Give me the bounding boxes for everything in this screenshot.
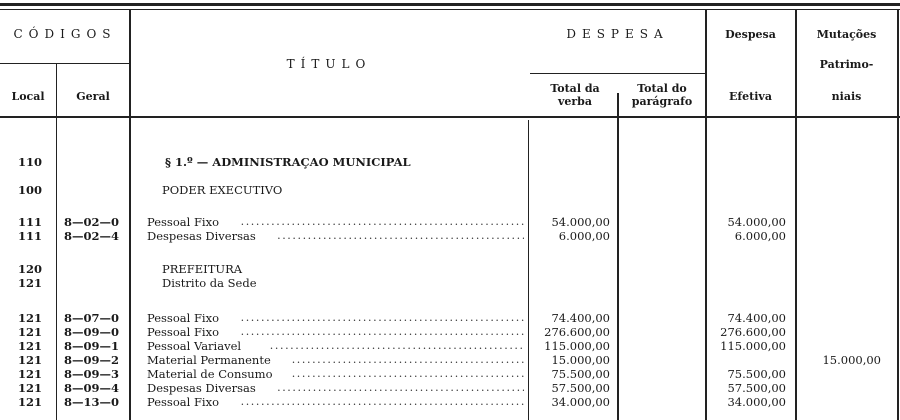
row-titulo: Pessoal Variavel <box>147 339 242 353</box>
row-total-verba: 34.000,00 <box>551 395 610 409</box>
leader-dots: ........................................… <box>240 311 524 324</box>
header-mutacoes-2: Patrimo- <box>819 58 874 71</box>
row-geral: 8—09—1 <box>64 339 120 353</box>
row-local: 120 <box>18 262 43 276</box>
row-geral: 8—13—0 <box>64 395 120 409</box>
leader-dots: ........................................… <box>269 339 524 352</box>
header-titulo: TÍTULO <box>286 57 372 71</box>
row-local: 110 <box>18 155 43 169</box>
codigos-divider <box>0 63 130 64</box>
row-titulo: Distrito da Sede <box>162 276 257 290</box>
col-line-efetiva <box>795 10 797 420</box>
row-geral: 8—09—4 <box>64 381 120 395</box>
row-geral: 8—09—2 <box>64 353 120 367</box>
row-total-verba: 6.000,00 <box>558 229 610 243</box>
row-despesa-efetiva: 74.400,00 <box>727 311 786 325</box>
col-line-verba <box>617 93 619 420</box>
row-despesa-efetiva: 54.000,00 <box>727 215 786 229</box>
row-geral: 8—02—0 <box>64 215 120 229</box>
col-line-titulo <box>528 120 529 420</box>
header-total-verba: Total da verba <box>550 82 600 108</box>
header-mutacoes-1: Mutações <box>816 28 877 41</box>
leader-dots: ........................................… <box>291 367 524 380</box>
col-line-local <box>56 64 57 420</box>
row-total-verba: 115.000,00 <box>544 339 610 353</box>
row-local: 111 <box>18 215 43 229</box>
row-titulo: Pessoal Fixo <box>147 311 220 325</box>
row-titulo: PODER EXECUTIVO <box>162 183 283 197</box>
header-despesa: DESPESA <box>566 27 669 41</box>
header-despesa-efetiva-bottom: Efetiva <box>729 90 772 103</box>
row-total-verba: 74.400,00 <box>551 311 610 325</box>
row-despesa-efetiva: 34.000,00 <box>727 395 786 409</box>
row-total-verba: 15.000,00 <box>551 353 610 367</box>
row-local: 121 <box>18 395 43 409</box>
row-titulo: Pessoal Fixo <box>147 395 220 409</box>
row-titulo: § 1.º — ADMINISTRAÇAO MUNICIPAL <box>165 155 411 169</box>
row-total-verba: 54.000,00 <box>551 215 610 229</box>
leader-dots: ........................................… <box>240 325 524 338</box>
leader-dots: ........................................… <box>277 381 524 394</box>
top-rule-thin <box>0 9 900 10</box>
header-bottom-rule <box>0 116 900 118</box>
row-despesa-efetiva: 6.000,00 <box>734 229 786 243</box>
row-geral: 8—09—3 <box>64 367 120 381</box>
leader-dots: ........................................… <box>277 229 524 242</box>
leader-dots: ........................................… <box>240 395 524 408</box>
header-mutacoes-3: niais <box>831 90 862 103</box>
row-titulo: Pessoal Fixo <box>147 325 220 339</box>
right-border <box>897 10 899 420</box>
row-geral: 8—09—0 <box>64 325 120 339</box>
row-local: 121 <box>18 311 43 325</box>
row-total-verba: 75.500,00 <box>551 367 610 381</box>
leader-dots: ........................................… <box>240 215 524 228</box>
row-local: 121 <box>18 367 43 381</box>
col-line-paragrafo <box>705 10 707 420</box>
row-titulo: Material de Consumo <box>147 367 273 381</box>
row-geral: 8—02—4 <box>64 229 120 243</box>
header-geral: Geral <box>76 90 110 103</box>
header-total-paragrafo: Total do parágrafo <box>631 82 693 108</box>
row-mutacoes: 15.000,00 <box>822 353 881 367</box>
despesa-divider <box>530 73 705 74</box>
row-despesa-efetiva: 115.000,00 <box>720 339 786 353</box>
row-total-verba: 276.600,00 <box>544 325 610 339</box>
row-local: 100 <box>18 183 43 197</box>
row-despesa-efetiva: 276.600,00 <box>720 325 786 339</box>
row-despesa-efetiva: 75.500,00 <box>727 367 786 381</box>
row-local: 121 <box>18 381 43 395</box>
row-local: 121 <box>18 325 43 339</box>
row-local: 121 <box>18 353 43 367</box>
row-titulo: Material Permanente <box>147 353 271 367</box>
header-despesa-efetiva-top: Despesa <box>725 28 776 41</box>
col-line-codigos <box>129 10 131 420</box>
row-local: 121 <box>18 276 43 290</box>
row-titulo: PREFEITURA <box>162 262 243 276</box>
header-codigos: CÓDIGOS <box>13 27 117 41</box>
row-local: 121 <box>18 339 43 353</box>
row-local: 111 <box>18 229 43 243</box>
row-geral: 8—07—0 <box>64 311 120 325</box>
row-titulo: Pessoal Fixo <box>147 215 220 229</box>
row-despesa-efetiva: 57.500,00 <box>727 381 786 395</box>
header-local: Local <box>11 90 45 103</box>
top-rule <box>0 3 900 6</box>
row-titulo: Despesas Diversas <box>147 229 256 243</box>
row-titulo: Despesas Diversas <box>147 381 256 395</box>
row-total-verba: 57.500,00 <box>551 381 610 395</box>
leader-dots: ........................................… <box>291 353 524 366</box>
